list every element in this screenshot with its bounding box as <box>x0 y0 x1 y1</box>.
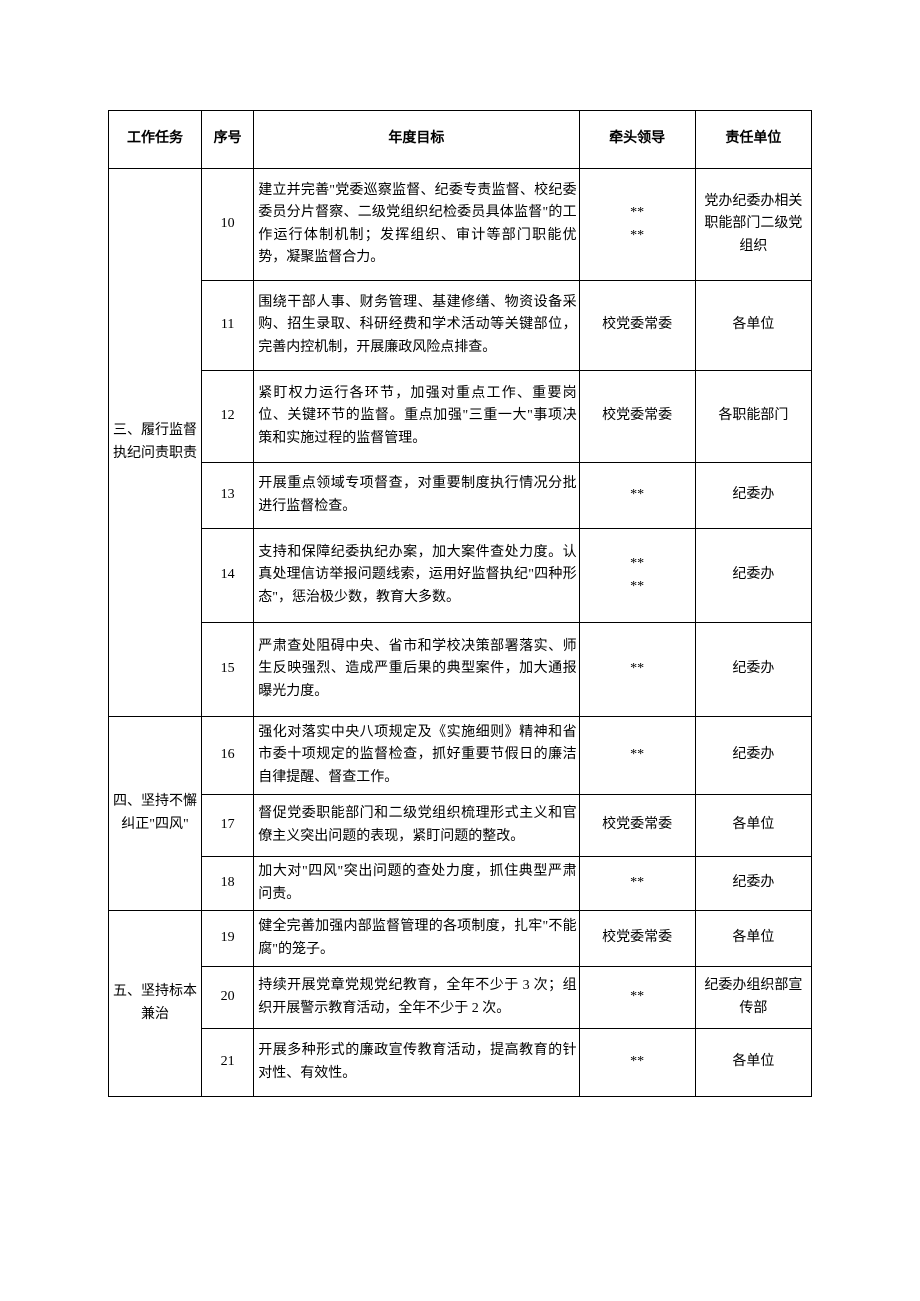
table-row: 12紧盯权力运行各环节，加强对重点工作、重要岗位、关键环节的监督。重点加强"三重… <box>109 371 812 463</box>
seq-cell: 17 <box>201 795 253 857</box>
seq-cell: 10 <box>201 169 253 281</box>
leader-cell: ** <box>579 463 695 529</box>
leader-cell: ** <box>579 857 695 911</box>
header-task: 工作任务 <box>109 111 202 169</box>
unit-cell: 纪委办 <box>695 717 811 795</box>
seq-cell: 16 <box>201 717 253 795</box>
header-leader: 牵头领导 <box>579 111 695 169</box>
leader-cell: ** <box>579 1029 695 1097</box>
header-goal: 年度目标 <box>254 111 579 169</box>
table-row: 13开展重点领域专项督查，对重要制度执行情况分批进行监督检查。**纪委办 <box>109 463 812 529</box>
leader-cell: 校党委常委 <box>579 911 695 967</box>
seq-cell: 21 <box>201 1029 253 1097</box>
table-row: 20持续开展党章党规党纪教育，全年不少于 3 次；组织开展警示教育活动，全年不少… <box>109 967 812 1029</box>
table-row: 21开展多种形式的廉政宣传教育活动，提高教育的针对性、有效性。**各单位 <box>109 1029 812 1097</box>
seq-cell: 11 <box>201 281 253 371</box>
goal-cell: 紧盯权力运行各环节，加强对重点工作、重要岗位、关键环节的监督。重点加强"三重一大… <box>254 371 579 463</box>
seq-cell: 18 <box>201 857 253 911</box>
table-row: 五、坚持标本兼治19健全完善加强内部监督管理的各项制度，扎牢"不能腐"的笼子。校… <box>109 911 812 967</box>
unit-cell: 纪委办 <box>695 529 811 623</box>
unit-cell: 党办纪委办相关职能部门二级党组织 <box>695 169 811 281</box>
unit-cell: 各单位 <box>695 281 811 371</box>
leader-cell: ** <box>579 967 695 1029</box>
header-unit: 责任单位 <box>695 111 811 169</box>
unit-cell: 各单位 <box>695 795 811 857</box>
goal-cell: 强化对落实中央八项规定及《实施细则》精神和省市委十项规定的监督检查，抓好重要节假… <box>254 717 579 795</box>
leader-cell: ** ** <box>579 169 695 281</box>
goal-cell: 严肃查处阻碍中央、省市和学校决策部署落实、师生反映强烈、造成严重后果的典型案件，… <box>254 623 579 717</box>
unit-cell: 纪委办 <box>695 463 811 529</box>
goal-cell: 加大对"四风"突出问题的查处力度，抓住典型严肃问责。 <box>254 857 579 911</box>
table-row: 三、履行监督执纪问责职责10建立并完善"党委巡察监督、纪委专责监督、校纪委委员分… <box>109 169 812 281</box>
unit-cell: 纪委办组织部宣传部 <box>695 967 811 1029</box>
leader-cell: 校党委常委 <box>579 795 695 857</box>
leader-cell: ** ** <box>579 529 695 623</box>
unit-cell: 各单位 <box>695 911 811 967</box>
seq-cell: 12 <box>201 371 253 463</box>
table-body: 三、履行监督执纪问责职责10建立并完善"党委巡察监督、纪委专责监督、校纪委委员分… <box>109 169 812 1097</box>
table-row: 11围绕干部人事、财务管理、基建修缮、物资设备采购、招生录取、科研经费和学术活动… <box>109 281 812 371</box>
seq-cell: 20 <box>201 967 253 1029</box>
seq-cell: 13 <box>201 463 253 529</box>
goal-cell: 督促党委职能部门和二级党组织梳理形式主义和官僚主义突出问题的表现，紧盯问题的整改… <box>254 795 579 857</box>
goal-cell: 围绕干部人事、财务管理、基建修缮、物资设备采购、招生录取、科研经费和学术活动等关… <box>254 281 579 371</box>
goal-cell: 持续开展党章党规党纪教育，全年不少于 3 次；组织开展警示教育活动，全年不少于 … <box>254 967 579 1029</box>
goal-cell: 建立并完善"党委巡察监督、纪委专责监督、校纪委委员分片督察、二级党组织纪检委员具… <box>254 169 579 281</box>
header-seq: 序号 <box>201 111 253 169</box>
goal-cell: 支持和保障纪委执纪办案，加大案件查处力度。认真处理信访举报问题线索，运用好监督执… <box>254 529 579 623</box>
table-row: 15严肃查处阻碍中央、省市和学校决策部署落实、师生反映强烈、造成严重后果的典型案… <box>109 623 812 717</box>
leader-cell: ** <box>579 717 695 795</box>
leader-cell: 校党委常委 <box>579 281 695 371</box>
task-cell: 四、坚持不懈纠正"四风" <box>109 717 202 911</box>
unit-cell: 纪委办 <box>695 857 811 911</box>
task-cell: 五、坚持标本兼治 <box>109 911 202 1097</box>
leader-cell: ** <box>579 623 695 717</box>
unit-cell: 纪委办 <box>695 623 811 717</box>
table-row: 17督促党委职能部门和二级党组织梳理形式主义和官僚主义突出问题的表现，紧盯问题的… <box>109 795 812 857</box>
goal-cell: 健全完善加强内部监督管理的各项制度，扎牢"不能腐"的笼子。 <box>254 911 579 967</box>
unit-cell: 各单位 <box>695 1029 811 1097</box>
table-row: 18加大对"四风"突出问题的查处力度，抓住典型严肃问责。**纪委办 <box>109 857 812 911</box>
task-cell: 三、履行监督执纪问责职责 <box>109 169 202 717</box>
task-table: 工作任务 序号 年度目标 牵头领导 责任单位 三、履行监督执纪问责职责10建立并… <box>108 110 812 1097</box>
seq-cell: 14 <box>201 529 253 623</box>
table-row: 四、坚持不懈纠正"四风"16强化对落实中央八项规定及《实施细则》精神和省市委十项… <box>109 717 812 795</box>
seq-cell: 19 <box>201 911 253 967</box>
seq-cell: 15 <box>201 623 253 717</box>
unit-cell: 各职能部门 <box>695 371 811 463</box>
leader-cell: 校党委常委 <box>579 371 695 463</box>
goal-cell: 开展重点领域专项督查，对重要制度执行情况分批进行监督检查。 <box>254 463 579 529</box>
header-row: 工作任务 序号 年度目标 牵头领导 责任单位 <box>109 111 812 169</box>
goal-cell: 开展多种形式的廉政宣传教育活动，提高教育的针对性、有效性。 <box>254 1029 579 1097</box>
table-row: 14支持和保障纪委执纪办案，加大案件查处力度。认真处理信访举报问题线索，运用好监… <box>109 529 812 623</box>
